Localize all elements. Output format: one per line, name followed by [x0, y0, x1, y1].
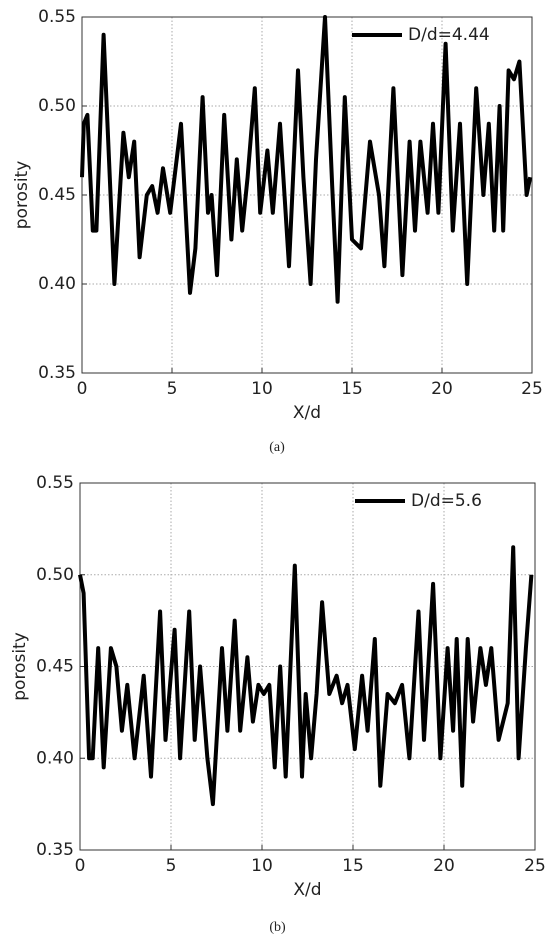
- y-tick-label: 0.55: [38, 7, 76, 27]
- x-tick-label: 10: [251, 856, 273, 876]
- series-line: [80, 15, 533, 304]
- x-axis-label: X/d: [293, 403, 321, 423]
- plot-frame: [79, 482, 536, 851]
- y-tick-label: 0.55: [36, 473, 74, 493]
- plot-frame: [81, 16, 533, 374]
- x-tick-label: 5: [167, 379, 178, 399]
- caption: (a): [269, 440, 285, 455]
- x-tick-label: 0: [75, 856, 86, 876]
- y-tick-label: 0.45: [38, 185, 76, 205]
- y-axis-label: porosity: [10, 632, 30, 701]
- y-tick-label: 0.35: [38, 363, 76, 383]
- y-tick-label: 0.50: [36, 565, 74, 585]
- caption: (b): [269, 920, 286, 935]
- legend-label: D/d=5.6: [411, 491, 482, 511]
- y-tick-label: 0.45: [36, 657, 74, 677]
- y-axis-label: porosity: [12, 161, 32, 230]
- x-axis-label: X/d: [293, 880, 321, 900]
- x-tick-label: 10: [251, 379, 273, 399]
- y-tick-label: 0.35: [36, 840, 74, 860]
- x-tick-label: 0: [77, 379, 88, 399]
- legend-label: D/d=4.44: [408, 25, 490, 45]
- y-tick-label: 0.40: [36, 748, 74, 768]
- y-tick-label: 0.40: [38, 274, 76, 294]
- x-tick-label: 15: [341, 379, 363, 399]
- y-tick-label: 0.50: [38, 96, 76, 116]
- x-tick-label: 25: [524, 856, 546, 876]
- x-tick-label: 25: [521, 379, 543, 399]
- x-tick-label: 20: [433, 856, 455, 876]
- x-tick-label: 20: [431, 379, 453, 399]
- x-tick-label: 5: [166, 856, 177, 876]
- x-tick-label: 15: [342, 856, 364, 876]
- series-line: [78, 545, 534, 807]
